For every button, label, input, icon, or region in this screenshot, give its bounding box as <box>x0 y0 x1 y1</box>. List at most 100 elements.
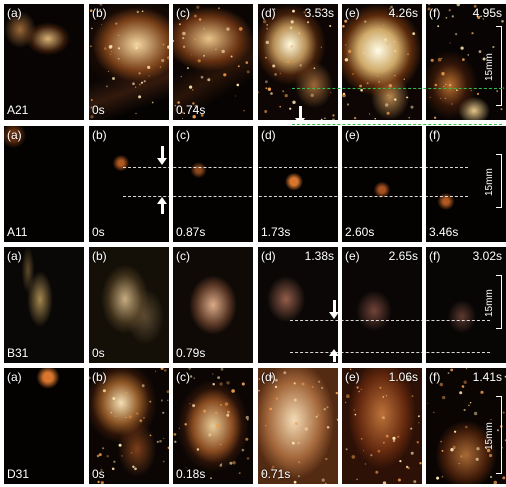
guide-line-lower <box>123 196 468 197</box>
scale-bar-label: 15mm <box>484 53 495 81</box>
flame-photo <box>89 368 169 484</box>
time-stamp: 0.79s <box>176 346 206 360</box>
frame-a21-d: (d) 3.53s <box>258 4 338 120</box>
image-row-d31: (a) D31 (b) 0s (c) 0.18s (d) 0.71s (e) 1.06s (f) 1.… <box>0 368 506 484</box>
flame-photo <box>258 368 338 484</box>
panel-letter: (c) <box>176 249 190 263</box>
panel-letter: (a) <box>7 128 22 142</box>
frame-b31-e: (e) 2.65s <box>342 247 422 363</box>
flame-photo <box>173 126 253 242</box>
frame-d31-e: (e) 1.06s <box>342 368 422 484</box>
flame-photo <box>89 4 169 120</box>
panel-letter: (b) <box>92 249 107 263</box>
flame-photo <box>342 368 422 484</box>
panel-letter: (b) <box>92 370 107 384</box>
panel-letter: (d) <box>261 128 276 142</box>
time-stamp: 0.18s <box>176 467 206 481</box>
scale-bar-line <box>496 154 502 208</box>
panel-letter: (e) <box>345 128 360 142</box>
time-stamp: 0.87s <box>176 225 206 239</box>
spark-particles <box>427 368 506 484</box>
down-arrow-icon <box>295 118 305 125</box>
guide-line-upper <box>290 320 490 321</box>
sample-label: A21 <box>7 103 29 117</box>
time-stamp: 1.73s <box>261 225 291 239</box>
flame-photo <box>258 4 338 120</box>
panel-letter: (d) <box>261 249 276 263</box>
flame-photo <box>426 368 506 484</box>
panel-letter: (f) <box>429 370 441 384</box>
flame-photo <box>258 126 338 242</box>
frame-b31-b: (b) 0s <box>89 247 169 363</box>
down-arrow-icon <box>299 106 302 118</box>
panel-letter: (f) <box>429 249 441 263</box>
time-stamp: 3.02s <box>472 249 502 263</box>
frame-d31-a: (a) D31 <box>4 368 84 484</box>
scale-bar-label: 15mm <box>484 422 495 450</box>
flame-photo <box>4 368 84 484</box>
spark-particles <box>173 5 250 119</box>
time-stamp: 3.46s <box>429 225 459 239</box>
down-arrow-icon <box>161 146 164 158</box>
panel-letter: (d) <box>261 6 276 20</box>
flame-photo <box>4 4 84 120</box>
panel-letter: (d) <box>261 370 276 384</box>
panel-letter: (e) <box>345 6 360 20</box>
scale-bar-label: 15mm <box>484 289 495 317</box>
guide-line-upper <box>123 167 468 168</box>
panel-letter: (a) <box>7 6 22 20</box>
up-arrow-icon <box>329 349 339 356</box>
flame-photo <box>173 4 253 120</box>
panel-letter: (a) <box>7 370 22 384</box>
image-row-a21: (a) A21 (b) 0s (c) 0.74s (d) 3.53s (e) 4.26s (f) 4.… <box>0 4 506 120</box>
spark-particles <box>173 368 250 480</box>
down-arrow-icon <box>329 312 339 319</box>
frame-b31-d: (d) 1.38s <box>258 247 338 363</box>
time-stamp: 0s <box>92 225 105 239</box>
panel-letter: (c) <box>176 370 190 384</box>
time-stamp: 0s <box>92 103 105 117</box>
spark-particles <box>258 371 338 484</box>
frame-d31-f: (f) 1.41s 15mm <box>426 368 506 484</box>
frame-a21-f: (f) 4.95s 15mm <box>426 4 506 120</box>
flame-photo <box>426 126 506 242</box>
time-stamp: 0s <box>92 467 105 481</box>
frame-d31-b: (b) 0s <box>89 368 169 484</box>
flame-photo <box>4 247 84 363</box>
image-row-a11: (a) A11 (b) 0s (c) 0.87s (d) 1.73s (e) 2.60s (f) 3.… <box>0 126 506 242</box>
flame-photo <box>342 126 422 242</box>
sample-label: A11 <box>7 225 28 239</box>
flame-photo <box>173 247 253 363</box>
sample-label: D31 <box>7 467 30 481</box>
up-arrow-icon <box>161 204 164 214</box>
time-stamp: 2.65s <box>388 249 418 263</box>
flame-photo <box>426 247 506 363</box>
guide-line-lower <box>292 124 502 125</box>
panel-letter: (c) <box>176 6 190 20</box>
time-stamp: 4.26s <box>388 6 418 20</box>
down-arrow-icon <box>333 300 336 312</box>
panel-letter: (e) <box>345 370 360 384</box>
frame-a11-c: (c) 0.87s <box>173 126 253 242</box>
spark-particles <box>342 5 416 120</box>
frame-a21-c: (c) 0.74s <box>173 4 253 120</box>
spark-particles <box>258 8 335 120</box>
down-arrow-icon <box>157 158 167 165</box>
scale-bar-line <box>496 26 502 106</box>
image-row-b31: (a) B31 (b) 0s (c) 0.79s (d) 1.38s (e) 2.65s (f) 3.… <box>0 247 506 363</box>
up-arrow-icon <box>157 197 167 204</box>
frame-a11-f: (f) 3.46s 15mm <box>426 126 506 242</box>
spark-particles <box>427 4 505 119</box>
frame-a11-b: (b) 0s <box>89 126 169 242</box>
time-stamp: 1.06s <box>388 370 418 384</box>
scale-bar-label: 15mm <box>484 168 495 196</box>
panel-letter: (e) <box>345 249 360 263</box>
time-stamp: 0.74s <box>176 103 206 117</box>
flame-photo <box>258 247 338 363</box>
panel-letter: (b) <box>92 6 107 20</box>
flame-photo <box>342 247 422 363</box>
time-stamp: 1.41s <box>472 370 502 384</box>
flame-photo <box>89 126 169 242</box>
frame-a21-a: (a) A21 <box>4 4 84 120</box>
